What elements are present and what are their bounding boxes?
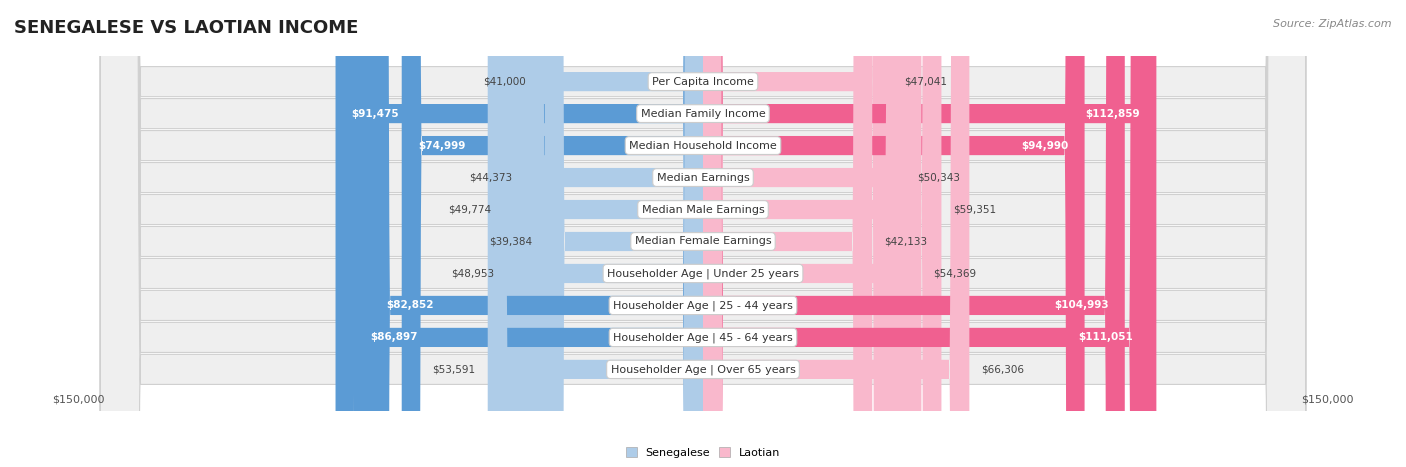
Text: Householder Age | 45 - 64 years: Householder Age | 45 - 64 years <box>613 332 793 343</box>
Text: $104,993: $104,993 <box>1054 300 1109 311</box>
FancyBboxPatch shape <box>370 0 703 467</box>
Text: $74,999: $74,999 <box>418 141 465 150</box>
FancyBboxPatch shape <box>703 0 872 467</box>
Text: $50,343: $50,343 <box>917 172 960 183</box>
FancyBboxPatch shape <box>506 0 703 467</box>
Text: Per Capita Income: Per Capita Income <box>652 77 754 86</box>
Text: $112,859: $112,859 <box>1085 109 1140 119</box>
FancyBboxPatch shape <box>703 0 921 467</box>
FancyBboxPatch shape <box>100 0 1306 467</box>
Text: SENEGALESE VS LAOTIAN INCOME: SENEGALESE VS LAOTIAN INCOME <box>14 19 359 37</box>
FancyBboxPatch shape <box>538 0 703 467</box>
Text: Householder Age | Under 25 years: Householder Age | Under 25 years <box>607 268 799 279</box>
FancyBboxPatch shape <box>100 0 1306 467</box>
Text: Median Male Earnings: Median Male Earnings <box>641 205 765 214</box>
FancyBboxPatch shape <box>354 0 703 467</box>
Text: $82,852: $82,852 <box>387 300 433 311</box>
FancyBboxPatch shape <box>100 0 1306 467</box>
FancyBboxPatch shape <box>100 0 1306 467</box>
Text: $91,475: $91,475 <box>352 109 399 119</box>
FancyBboxPatch shape <box>703 0 942 467</box>
FancyBboxPatch shape <box>100 0 1306 467</box>
Legend: Senegalese, Laotian: Senegalese, Laotian <box>621 443 785 462</box>
FancyBboxPatch shape <box>100 0 1306 467</box>
Text: $94,990: $94,990 <box>1021 141 1069 150</box>
FancyBboxPatch shape <box>524 0 703 467</box>
Text: $49,774: $49,774 <box>449 205 491 214</box>
FancyBboxPatch shape <box>100 0 1306 467</box>
FancyBboxPatch shape <box>703 0 969 467</box>
Text: Median Female Earnings: Median Female Earnings <box>634 236 772 247</box>
FancyBboxPatch shape <box>703 0 1156 467</box>
FancyBboxPatch shape <box>703 0 905 467</box>
Text: $42,133: $42,133 <box>884 236 928 247</box>
FancyBboxPatch shape <box>100 0 1306 467</box>
Text: Householder Age | 25 - 44 years: Householder Age | 25 - 44 years <box>613 300 793 311</box>
Text: $44,373: $44,373 <box>470 172 513 183</box>
FancyBboxPatch shape <box>703 0 1125 467</box>
FancyBboxPatch shape <box>100 0 1306 467</box>
Text: $39,384: $39,384 <box>489 236 533 247</box>
Text: $111,051: $111,051 <box>1078 333 1133 342</box>
FancyBboxPatch shape <box>703 0 1084 467</box>
FancyBboxPatch shape <box>544 0 703 467</box>
Text: Median Household Income: Median Household Income <box>628 141 778 150</box>
FancyBboxPatch shape <box>703 0 1149 467</box>
Text: $59,351: $59,351 <box>953 205 997 214</box>
Text: $47,041: $47,041 <box>904 77 948 86</box>
FancyBboxPatch shape <box>100 0 1306 467</box>
FancyBboxPatch shape <box>402 0 703 467</box>
Text: $150,000: $150,000 <box>1302 395 1354 405</box>
FancyBboxPatch shape <box>488 0 703 467</box>
Text: Householder Age | Over 65 years: Householder Age | Over 65 years <box>610 364 796 375</box>
Text: $48,953: $48,953 <box>451 269 495 278</box>
Text: $41,000: $41,000 <box>484 77 526 86</box>
Text: $86,897: $86,897 <box>370 333 418 342</box>
Text: $66,306: $66,306 <box>981 364 1025 375</box>
Text: $54,369: $54,369 <box>934 269 977 278</box>
FancyBboxPatch shape <box>336 0 703 467</box>
Text: $53,591: $53,591 <box>433 364 475 375</box>
Text: $150,000: $150,000 <box>52 395 104 405</box>
FancyBboxPatch shape <box>503 0 703 467</box>
Text: Median Earnings: Median Earnings <box>657 172 749 183</box>
FancyBboxPatch shape <box>703 0 891 467</box>
Text: Median Family Income: Median Family Income <box>641 109 765 119</box>
Text: Source: ZipAtlas.com: Source: ZipAtlas.com <box>1274 19 1392 28</box>
